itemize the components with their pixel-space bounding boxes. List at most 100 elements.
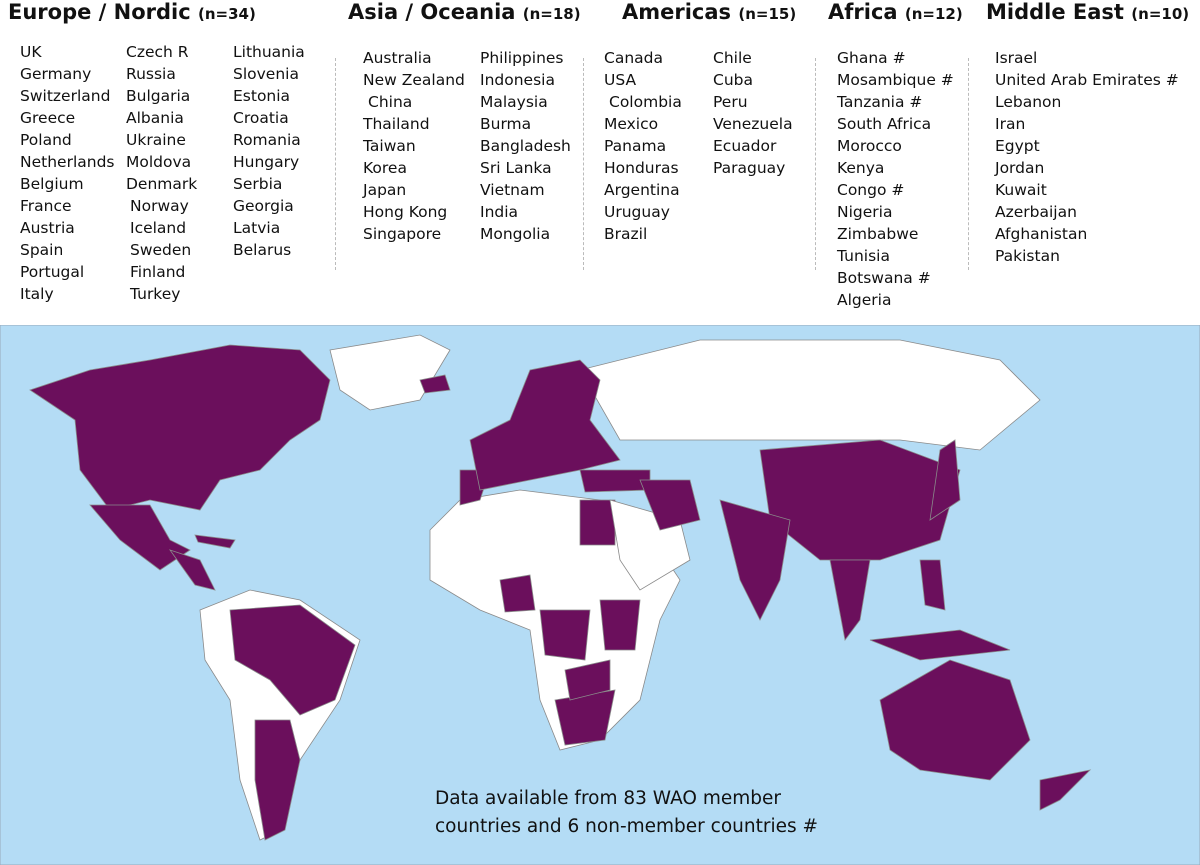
country: Nigeria	[837, 203, 893, 221]
country: Jordan	[995, 159, 1045, 177]
country: Mosambique #	[837, 71, 954, 89]
region-name: Africa	[828, 0, 898, 24]
country: Pakistan	[995, 247, 1060, 265]
country: Greece	[20, 109, 76, 127]
country: Mongolia	[480, 225, 551, 243]
region-name: Europe / Nordic	[8, 0, 191, 24]
region-heading: Africa (n=12)	[828, 0, 963, 24]
region-count: (n=12)	[904, 5, 963, 23]
country: Afghanistan	[995, 225, 1088, 243]
country: Indonesia	[480, 71, 555, 89]
map-note: countries and 6 non-member countries #	[435, 816, 818, 837]
country: Australia	[363, 49, 432, 67]
separator	[968, 58, 969, 270]
country: Iceland	[130, 219, 187, 237]
country: Bulgaria	[126, 87, 191, 105]
country: Zimbabwe	[837, 225, 919, 243]
separator	[815, 58, 816, 270]
region-heading: Europe / Nordic (n=34)	[8, 0, 256, 24]
country: Spain	[20, 241, 64, 259]
country: Ecuador	[713, 137, 777, 155]
region-name: Asia / Oceania	[348, 0, 516, 24]
country: Lithuania	[233, 43, 305, 61]
country: Estonia	[233, 87, 291, 105]
country: New Zealand	[363, 71, 465, 89]
region-heading: Middle East (n=10)	[986, 0, 1189, 24]
country: Sri Lanka	[480, 159, 552, 177]
country: Albania	[126, 109, 184, 127]
country: Azerbaijan	[995, 203, 1077, 221]
country: Thailand	[363, 115, 430, 133]
country: Egypt	[995, 137, 1040, 155]
country: Poland	[20, 131, 72, 149]
country: Korea	[363, 159, 407, 177]
country: Canada	[604, 49, 663, 67]
country: Bangladesh	[480, 137, 571, 155]
region-name: Americas	[622, 0, 732, 24]
country: Philippines	[480, 49, 564, 67]
country: Israel	[995, 49, 1038, 67]
country: Burma	[480, 115, 532, 133]
country: Kenya	[837, 159, 885, 177]
country: Lebanon	[995, 93, 1062, 111]
country: India	[480, 203, 519, 221]
region-name: Middle East	[986, 0, 1124, 24]
country: Slovenia	[233, 65, 299, 83]
region-count: (n=18)	[522, 5, 581, 23]
country: Hong Kong	[363, 203, 448, 221]
region-count: (n=10)	[1131, 5, 1190, 23]
country: Turkey	[130, 285, 181, 303]
country: Ghana #	[837, 49, 906, 67]
world-map	[0, 325, 1200, 865]
country: Congo #	[837, 181, 905, 199]
country: Iran	[995, 115, 1026, 133]
country: Morocco	[837, 137, 902, 155]
country: Cuba	[713, 71, 753, 89]
country: Norway	[130, 197, 189, 215]
country: Honduras	[604, 159, 679, 177]
country: Czech R	[126, 43, 189, 61]
country: Moldova	[126, 153, 192, 171]
country: China	[368, 93, 413, 111]
country: Serbia	[233, 175, 283, 193]
country: Croatia	[233, 109, 289, 127]
region-heading: Asia / Oceania (n=18)	[348, 0, 581, 24]
country: Austria	[20, 219, 75, 237]
country: Netherlands	[20, 153, 115, 171]
country: Panama	[604, 137, 667, 155]
country: Romania	[233, 131, 301, 149]
separator	[335, 58, 336, 270]
country: Japan	[363, 181, 407, 199]
map-note: Data available from 83 WAO member	[435, 788, 781, 809]
country: Portugal	[20, 263, 85, 281]
country: South Africa	[837, 115, 932, 133]
country: Taiwan	[363, 137, 416, 155]
country: Belgium	[20, 175, 84, 193]
country: Colombia	[609, 93, 682, 111]
country: Ukraine	[126, 131, 186, 149]
country: Russia	[126, 65, 176, 83]
country: Uruguay	[604, 203, 670, 221]
country: Finland	[130, 263, 186, 281]
country: France	[20, 197, 72, 215]
country: UK	[20, 43, 42, 61]
country: Kuwait	[995, 181, 1047, 199]
country: Switzerland	[20, 87, 111, 105]
separator	[583, 58, 584, 270]
country: Paraguay	[713, 159, 786, 177]
region-count: (n=15)	[738, 5, 797, 23]
country: Malaysia	[480, 93, 548, 111]
country: Botswana #	[837, 269, 931, 287]
country: Chile	[713, 49, 752, 67]
country: Tunisia	[837, 247, 890, 265]
country: Singapore	[363, 225, 442, 243]
country: Germany	[20, 65, 92, 83]
country: Italy	[20, 285, 54, 303]
land	[29, 334, 1092, 841]
country: Argentina	[604, 181, 680, 199]
country: Hungary	[233, 153, 300, 171]
country: Peru	[713, 93, 748, 111]
country: Mexico	[604, 115, 659, 133]
country: Belarus	[233, 241, 292, 259]
